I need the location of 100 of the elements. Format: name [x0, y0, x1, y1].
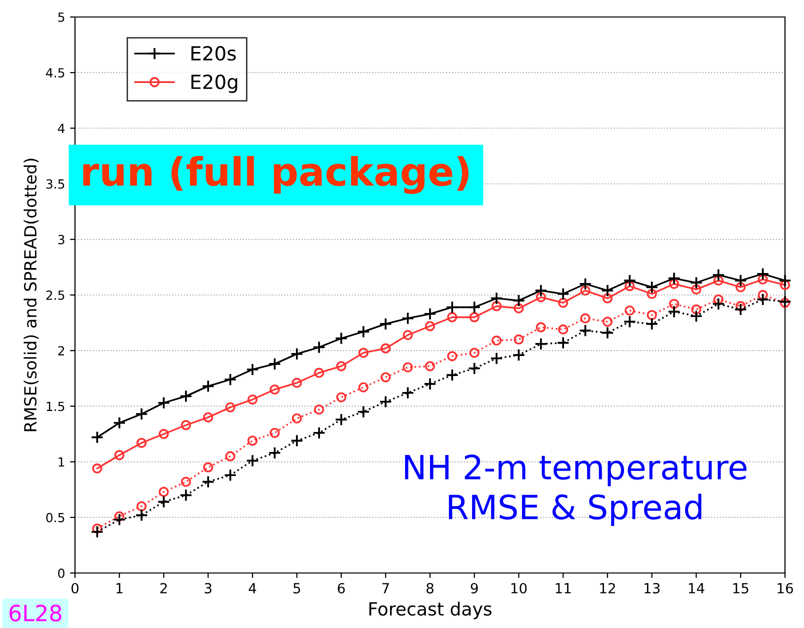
point	[447, 351, 458, 362]
point	[534, 284, 548, 298]
point	[736, 301, 746, 312]
point	[158, 486, 169, 497]
point	[290, 347, 304, 360]
point	[246, 363, 259, 376]
x-tick-label: 10	[511, 582, 527, 594]
point	[778, 295, 792, 308]
y-tick-label: 1	[58, 457, 64, 467]
point	[246, 454, 259, 468]
point	[578, 324, 592, 338]
point	[224, 468, 237, 482]
point	[424, 321, 436, 332]
x-tick-label: 4	[248, 583, 256, 594]
point	[556, 287, 570, 300]
point	[512, 348, 526, 362]
x-tick-label: 8	[426, 582, 434, 594]
point	[202, 475, 215, 488]
point	[290, 434, 304, 448]
point	[646, 310, 657, 320]
point	[645, 280, 658, 294]
point	[92, 463, 102, 474]
point	[92, 523, 102, 534]
point	[558, 324, 568, 335]
point	[490, 292, 504, 305]
point	[268, 446, 282, 460]
point	[247, 436, 258, 446]
x-tick-label: 9	[470, 582, 478, 594]
point	[623, 274, 636, 288]
point	[734, 274, 748, 288]
point	[247, 394, 258, 405]
point	[623, 315, 636, 328]
point	[314, 368, 324, 378]
point	[580, 285, 590, 296]
x-tick-label: 11	[556, 583, 571, 594]
point	[780, 298, 790, 308]
point	[601, 284, 614, 298]
point	[668, 272, 681, 285]
point	[402, 362, 413, 372]
y-tick-label: 5	[58, 12, 64, 22]
y-tick-label: 2	[58, 346, 64, 356]
y-tick-label: 4.5	[46, 68, 64, 78]
point	[668, 305, 681, 318]
point	[468, 362, 481, 375]
point	[424, 307, 436, 320]
point	[356, 405, 370, 418]
point	[491, 301, 502, 312]
point	[158, 428, 169, 440]
point	[778, 274, 792, 288]
point	[225, 451, 236, 462]
point	[514, 334, 524, 345]
point	[468, 300, 481, 314]
point	[469, 348, 480, 358]
point	[734, 302, 748, 316]
point	[758, 274, 768, 285]
x-tick-label: 7	[382, 583, 389, 594]
point	[112, 513, 126, 526]
point	[202, 380, 215, 393]
point	[691, 304, 702, 315]
point	[646, 288, 657, 299]
point	[380, 372, 391, 382]
point	[334, 332, 348, 345]
point	[356, 325, 370, 338]
point	[402, 330, 413, 340]
x-tick-label: 14	[688, 583, 704, 594]
point	[380, 343, 391, 354]
point	[447, 312, 458, 322]
point	[556, 336, 570, 350]
point	[114, 511, 124, 522]
x-tick-label: 12	[600, 582, 615, 594]
point	[602, 316, 613, 327]
point	[336, 392, 346, 402]
point	[578, 277, 592, 290]
x-tick-label: 0	[71, 582, 78, 594]
y-tick-label: 3	[58, 234, 64, 244]
point	[270, 428, 280, 438]
point	[268, 357, 282, 370]
point	[534, 337, 548, 350]
point	[180, 420, 192, 430]
point	[379, 317, 392, 330]
y-axis-title: RMSE(solid) and SPREAD(dotted)	[24, 158, 39, 432]
text: 6L28	[10, 604, 62, 622]
point	[292, 378, 302, 388]
point	[536, 322, 546, 332]
point	[624, 305, 635, 316]
point	[713, 275, 724, 286]
y-tick-label: 3.5	[46, 179, 64, 189]
point	[536, 292, 546, 302]
point	[602, 293, 613, 304]
x-axis-title: Forecast days	[369, 602, 492, 620]
point	[712, 297, 725, 310]
x-tick-label: 5	[294, 583, 300, 594]
point	[756, 267, 770, 280]
point	[756, 292, 770, 306]
point	[736, 282, 746, 292]
point	[179, 390, 192, 403]
point	[358, 382, 369, 392]
point	[624, 281, 635, 292]
point	[690, 276, 703, 290]
y-tick-label: 2.5	[46, 290, 64, 300]
